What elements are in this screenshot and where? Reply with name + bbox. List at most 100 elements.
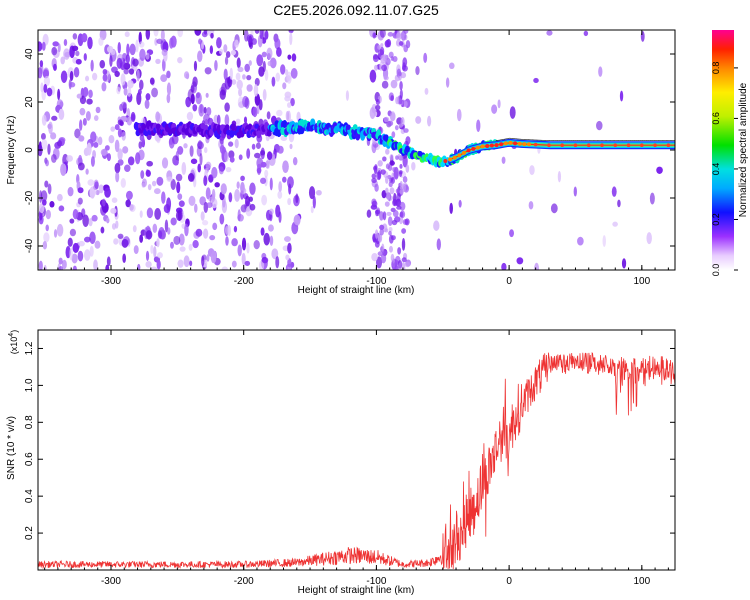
noise-mark — [105, 264, 110, 270]
noise-mark — [390, 253, 395, 262]
noise-mark — [206, 202, 213, 208]
noise-mark — [115, 171, 120, 183]
noise-mark — [253, 84, 259, 97]
noise-mark — [75, 58, 82, 65]
noise-mark — [583, 30, 589, 37]
noise-mark — [58, 108, 65, 120]
noise-mark — [456, 108, 462, 122]
noise-mark — [146, 160, 154, 167]
noise-mark — [398, 41, 404, 46]
noise-mark — [246, 34, 254, 43]
noise-mark — [137, 88, 142, 96]
noise-mark — [276, 109, 283, 117]
noise-mark — [393, 171, 399, 179]
core-dot — [653, 143, 657, 147]
noise-mark — [611, 186, 617, 197]
noise-mark — [195, 228, 203, 237]
noise-mark — [268, 208, 274, 215]
noise-mark — [176, 181, 181, 194]
noise-mark — [380, 43, 384, 48]
noise-mark — [41, 41, 46, 51]
noise-mark — [266, 111, 271, 120]
noise-mark — [94, 181, 99, 190]
noise-mark — [312, 195, 316, 209]
noise-mark — [373, 166, 378, 175]
noise-mark — [93, 115, 99, 122]
noise-mark — [90, 131, 97, 143]
noise-mark — [127, 156, 135, 166]
noise-mark — [85, 110, 91, 121]
noise-mark — [206, 107, 212, 116]
noise-mark — [205, 92, 209, 98]
noise-mark — [132, 58, 139, 67]
noise-mark — [40, 133, 46, 140]
noise-mark — [184, 223, 189, 237]
noise-mark — [183, 255, 190, 268]
noise-mark — [392, 262, 398, 270]
noise-mark — [181, 162, 187, 175]
noise-mark — [285, 110, 290, 121]
noise-mark — [106, 217, 110, 224]
core-dot — [640, 143, 644, 147]
noise-mark — [529, 165, 535, 176]
noise-mark — [87, 36, 93, 50]
noise-mark — [219, 213, 225, 225]
noise-mark — [76, 93, 82, 99]
noise-mark — [310, 205, 314, 214]
noise-mark — [388, 226, 393, 233]
band-inner — [449, 141, 675, 162]
noise-mark — [206, 254, 210, 262]
noise-mark — [383, 116, 390, 123]
noise-mark — [260, 227, 265, 236]
noise-mark — [177, 259, 184, 268]
noise-mark — [110, 207, 117, 214]
noise-mark — [129, 43, 136, 56]
noise-mark — [124, 164, 131, 172]
noise-mark — [69, 247, 73, 261]
noise-mark — [295, 193, 299, 204]
noise-mark — [125, 199, 131, 208]
noise-mark — [48, 121, 53, 135]
ridge-mark — [345, 124, 351, 130]
noise-mark — [151, 180, 157, 187]
chart-title: C2E5.2026.092.11.07.G25 — [273, 2, 439, 18]
noise-mark — [184, 71, 190, 79]
noise-mark — [224, 225, 230, 235]
noise-mark — [445, 77, 450, 88]
noise-mark — [389, 154, 394, 161]
noise-mark — [387, 120, 394, 127]
noise-mark — [278, 211, 282, 223]
noise-mark — [374, 240, 380, 248]
noise-mark — [60, 163, 67, 176]
noise-mark — [175, 173, 183, 182]
noise-mark — [138, 41, 145, 48]
noise-mark — [87, 179, 95, 186]
noise-mark — [392, 166, 397, 173]
noise-mark — [276, 47, 282, 57]
noise-mark — [404, 261, 411, 268]
noise-mark — [85, 168, 89, 175]
noise-mark — [379, 30, 386, 38]
noise-mark — [199, 153, 203, 166]
noise-mark — [171, 133, 179, 145]
y-tick-label: 1.0 — [24, 378, 35, 392]
noise-mark — [509, 106, 516, 119]
noise-mark — [116, 86, 121, 95]
noise-mark — [97, 136, 103, 146]
noise-mark — [111, 197, 118, 204]
noise-mark — [386, 191, 391, 201]
noise-mark — [121, 131, 126, 141]
noise-mark — [61, 259, 67, 270]
noise-mark — [60, 56, 65, 65]
noise-mark — [177, 146, 184, 155]
noise-mark — [104, 145, 110, 151]
noise-mark — [71, 45, 79, 52]
noise-mark — [188, 195, 196, 206]
noise-mark — [290, 97, 295, 107]
noise-mark — [201, 255, 205, 267]
noise-mark — [117, 41, 121, 54]
noise-mark — [155, 58, 161, 64]
noise-mark — [259, 30, 263, 40]
noise-mark — [656, 166, 663, 174]
noise-mark — [177, 56, 183, 64]
